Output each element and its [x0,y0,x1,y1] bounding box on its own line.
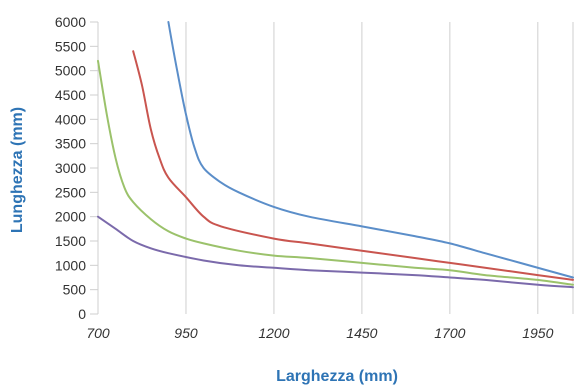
x-tick-label-5: 1950 [522,325,553,341]
y-tick-label-8: 4000 [55,111,86,127]
y-tick-label-7: 3500 [55,136,86,152]
y-tick-label-4: 2000 [55,209,86,225]
y-tick-label-1: 500 [63,282,87,298]
series-line-3 [98,61,573,285]
y-tick-label-0: 0 [78,306,86,322]
y-tick-label-11: 5500 [55,38,86,54]
series-line-1 [168,22,573,278]
x-tick-label-1: 950 [174,325,198,341]
x-axis-label: Larghezza (mm) [276,368,398,385]
x-axis-ticks: 700 950 1200 1450 1700 1950 [86,325,553,341]
y-tick-label-12: 6000 [55,14,86,30]
y-tick-label-3: 1500 [55,233,86,249]
y-axis-ticks: 0 500 1000 1500 2000 2500 3000 3500 4000 4500 5000… [55,14,98,322]
y-axis-label: Lunghezza (mm) [9,107,26,233]
x-tick-label-2: 1200 [258,325,289,341]
series-lines [98,22,573,287]
y-tick-label-5: 2500 [55,184,86,200]
y-tick-label-9: 4500 [55,87,86,103]
x-tick-label-4: 1700 [434,325,465,341]
y-tick-label-2: 1000 [55,257,86,273]
y-tick-label-6: 3000 [55,160,86,176]
x-tick-label-3: 1450 [346,325,377,341]
series-line-2 [133,51,573,280]
y-tick-label-10: 5000 [55,63,86,79]
x-tick-label-0: 700 [86,325,110,341]
